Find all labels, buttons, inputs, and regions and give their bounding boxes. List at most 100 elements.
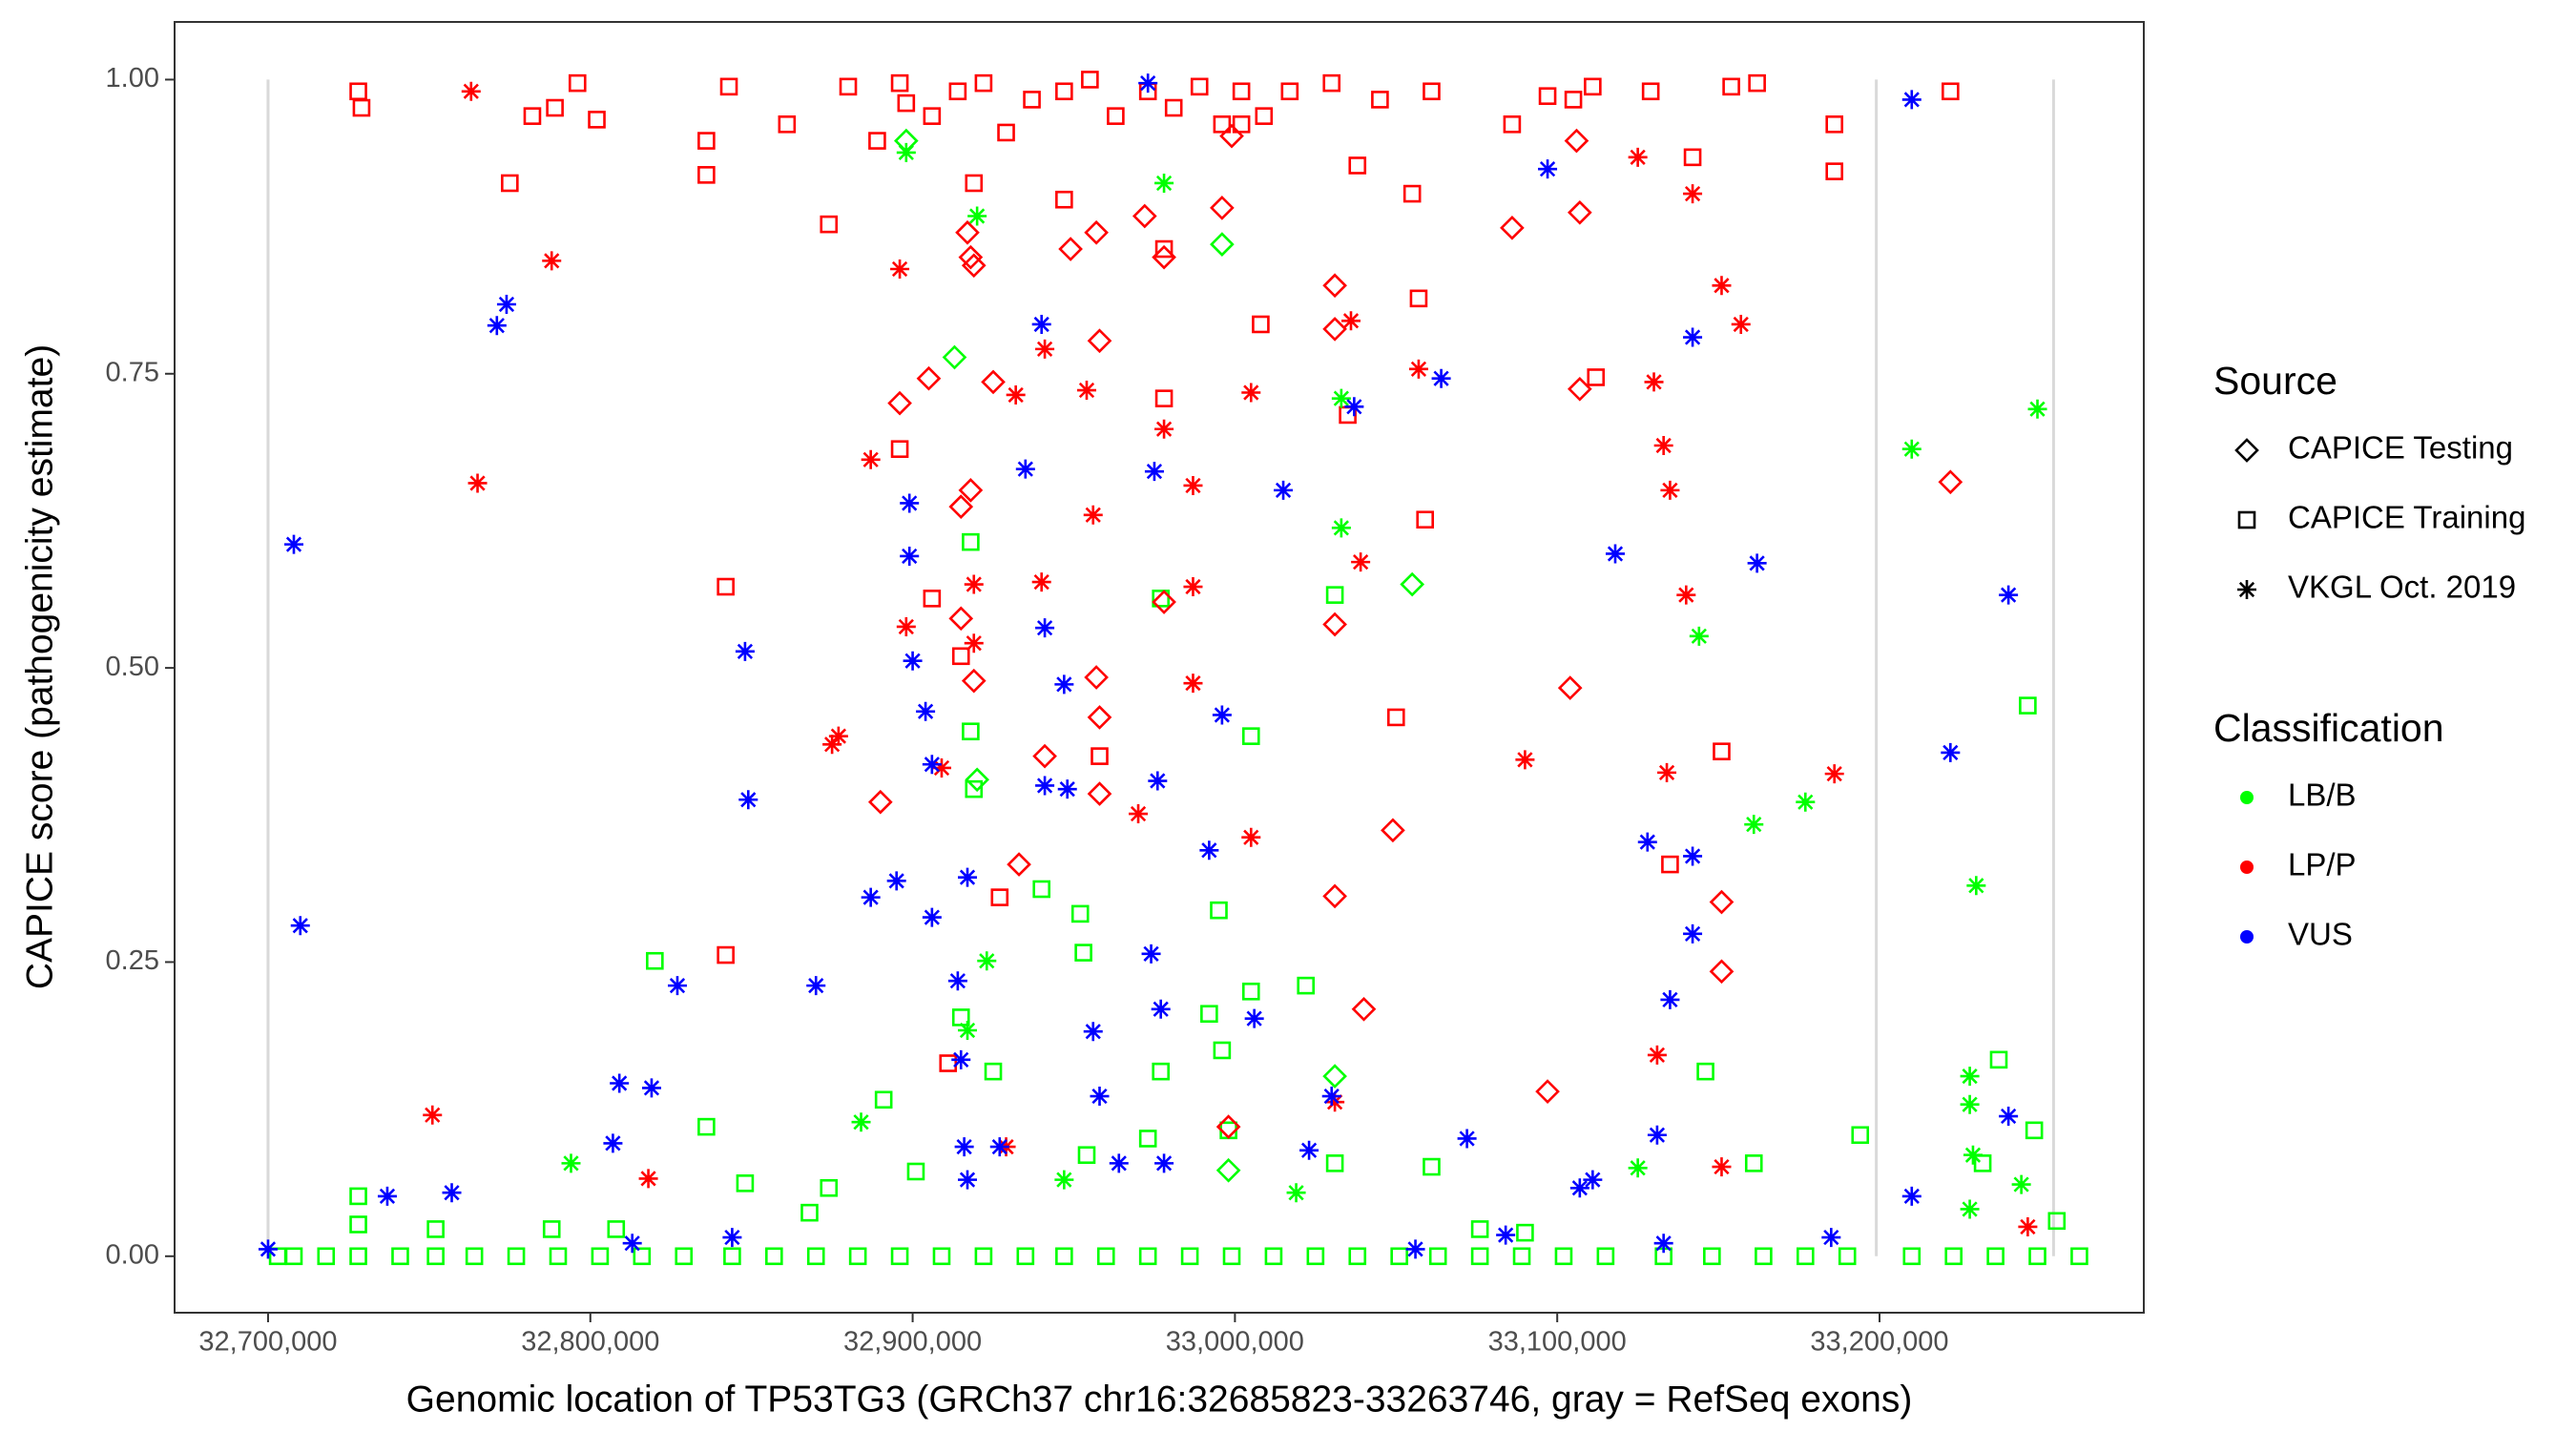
data-point bbox=[349, 1187, 367, 1206]
data-point bbox=[890, 73, 909, 93]
data-point bbox=[1944, 1247, 1963, 1266]
data-point bbox=[561, 1153, 581, 1173]
data-point bbox=[1154, 173, 1174, 193]
data-point bbox=[1054, 674, 1074, 695]
data-point bbox=[1035, 339, 1055, 359]
data-point bbox=[1960, 1094, 1980, 1114]
data-point bbox=[1212, 705, 1232, 725]
data-point bbox=[1709, 889, 1735, 915]
data-point bbox=[1703, 1247, 1721, 1266]
data-point bbox=[981, 369, 1006, 395]
x-tick-label: 33,100,000 bbox=[1488, 1327, 1627, 1358]
data-point bbox=[667, 976, 687, 996]
data-point bbox=[1322, 1064, 1347, 1089]
data-point bbox=[1657, 762, 1677, 782]
data-point bbox=[1821, 1228, 1841, 1248]
data-point bbox=[1322, 883, 1347, 909]
data-point bbox=[1154, 1153, 1174, 1173]
data-point bbox=[1241, 827, 1261, 847]
data-point bbox=[426, 1220, 445, 1238]
data-point bbox=[1152, 590, 1170, 608]
data-point bbox=[1564, 91, 1583, 109]
data-point bbox=[1210, 901, 1228, 920]
data-point bbox=[958, 1020, 977, 1040]
data-point bbox=[1255, 107, 1274, 125]
data-point bbox=[916, 701, 936, 721]
data-point bbox=[1331, 518, 1351, 538]
data-point bbox=[1090, 1087, 1110, 1107]
data-point bbox=[1647, 1125, 1667, 1145]
data-point bbox=[1938, 469, 1963, 495]
data-point bbox=[2019, 696, 2037, 715]
data-point bbox=[922, 907, 942, 927]
data-point bbox=[1138, 73, 1158, 93]
data-point bbox=[890, 1247, 909, 1266]
data-point bbox=[1152, 590, 1176, 614]
data-point bbox=[820, 1178, 839, 1197]
data-point bbox=[1470, 1220, 1489, 1238]
data-point bbox=[1087, 328, 1112, 354]
data-point bbox=[967, 206, 987, 226]
data-point bbox=[965, 174, 984, 193]
data-point bbox=[1154, 239, 1174, 259]
data-point bbox=[641, 1078, 661, 1098]
data-point bbox=[1109, 1153, 1129, 1173]
data-point bbox=[1416, 510, 1434, 529]
data-point bbox=[1322, 612, 1347, 637]
data-point bbox=[719, 77, 738, 96]
data-point bbox=[1901, 90, 1922, 110]
data-point bbox=[1744, 815, 1764, 835]
data-point bbox=[896, 142, 916, 162]
data-point bbox=[1825, 115, 1844, 134]
data-point bbox=[1999, 1107, 2019, 1127]
data-point bbox=[1107, 107, 1125, 125]
data-point bbox=[1084, 665, 1109, 690]
data-point bbox=[1423, 82, 1441, 101]
data-point bbox=[868, 132, 886, 150]
data-point bbox=[932, 1247, 951, 1266]
data-point bbox=[1402, 184, 1422, 203]
data-point bbox=[828, 726, 848, 746]
data-point bbox=[922, 755, 942, 775]
data-point bbox=[738, 790, 758, 810]
data-point bbox=[948, 494, 974, 519]
data-point bbox=[1457, 1129, 1477, 1149]
data-point bbox=[391, 1247, 409, 1266]
data-point bbox=[900, 546, 920, 566]
data-point bbox=[542, 1220, 561, 1238]
data-point bbox=[1755, 1247, 1773, 1266]
data-point bbox=[1151, 999, 1171, 1019]
data-point bbox=[1660, 480, 1680, 500]
data-point bbox=[1409, 289, 1428, 308]
data-point bbox=[1989, 1050, 2008, 1069]
data-point bbox=[962, 722, 980, 741]
data-point bbox=[638, 1169, 658, 1189]
data-point bbox=[1538, 87, 1557, 106]
data-point bbox=[1210, 196, 1235, 220]
data-point bbox=[352, 98, 371, 117]
legend-label: LB/B bbox=[2288, 778, 2357, 813]
data-point bbox=[1138, 1247, 1157, 1266]
data-point bbox=[1183, 577, 1203, 597]
data-point bbox=[1035, 618, 1055, 638]
data-point bbox=[349, 1215, 367, 1234]
data-point bbox=[974, 73, 993, 93]
data-point bbox=[948, 606, 974, 632]
data-point bbox=[1405, 1239, 1425, 1259]
data-point bbox=[546, 98, 564, 117]
data-point bbox=[1031, 572, 1051, 592]
data-point bbox=[1381, 818, 1405, 843]
data-point bbox=[1129, 804, 1149, 824]
data-point bbox=[822, 735, 842, 755]
data-point bbox=[886, 871, 906, 891]
data-point bbox=[1306, 1247, 1325, 1266]
data-point bbox=[1960, 1199, 1980, 1219]
data-point bbox=[1683, 846, 1703, 866]
data-point bbox=[923, 590, 942, 608]
data-point bbox=[1144, 462, 1164, 482]
data-point bbox=[1154, 419, 1174, 439]
data-point bbox=[442, 1183, 462, 1203]
data-point bbox=[283, 534, 303, 554]
data-point bbox=[1606, 544, 1625, 564]
plot-area bbox=[258, 71, 2088, 1266]
